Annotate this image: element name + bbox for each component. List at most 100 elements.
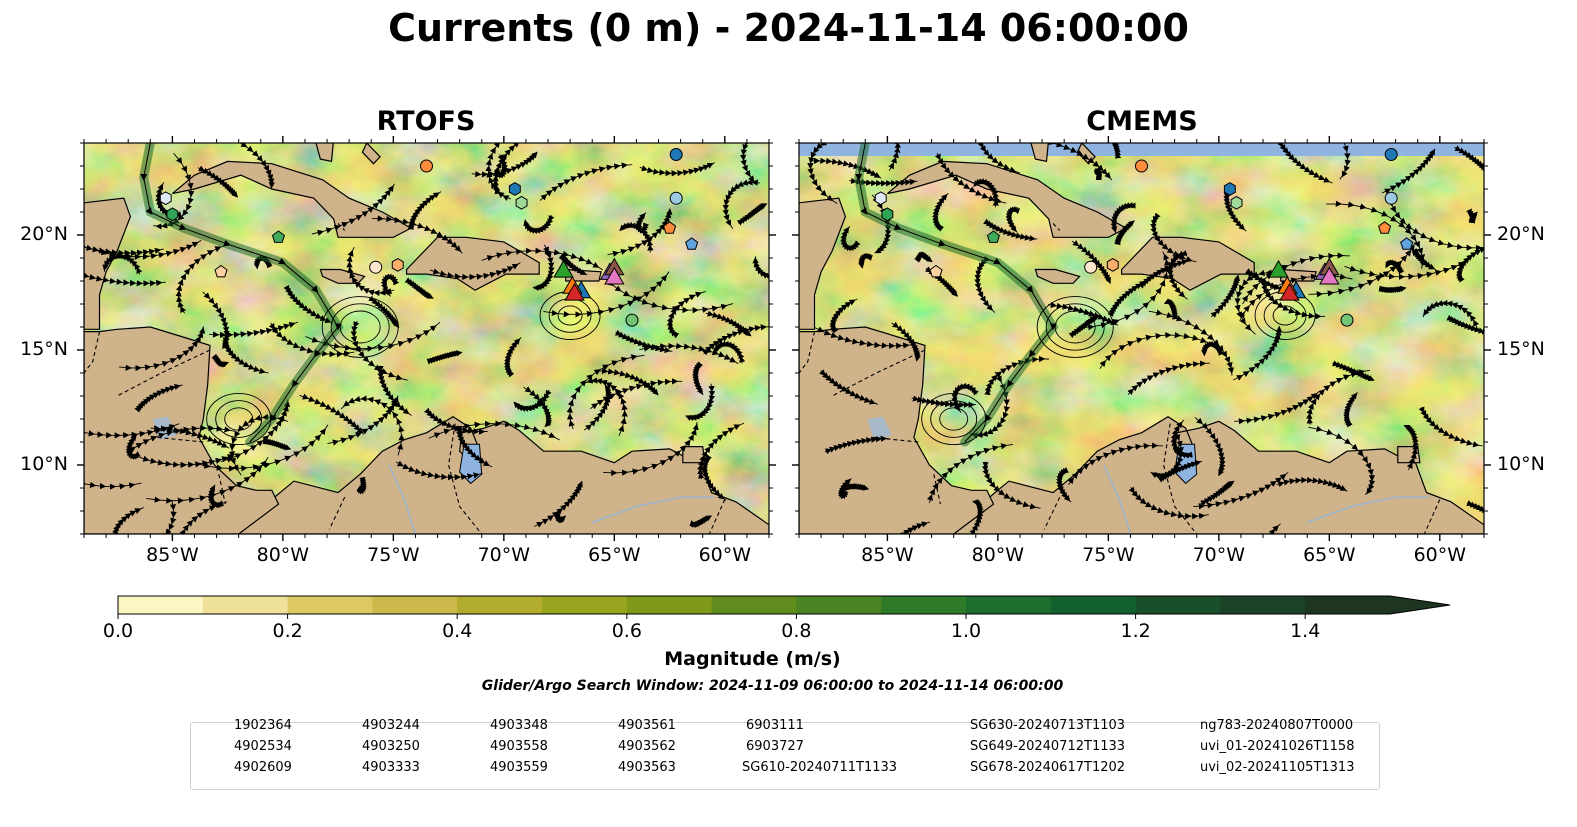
streamline bbox=[1200, 480, 1235, 507]
observation-markers bbox=[874, 148, 1414, 327]
colorbar-segment bbox=[287, 596, 373, 614]
map-frame-rtofs bbox=[83, 142, 770, 535]
streamline bbox=[1466, 208, 1478, 224]
streamline bbox=[639, 162, 715, 177]
colorbar-tick-label: 0.8 bbox=[781, 620, 812, 642]
panel-title-cmems: CMEMS bbox=[1086, 106, 1198, 137]
colorbar-segment bbox=[118, 596, 204, 614]
land-trinidad bbox=[1397, 446, 1421, 464]
streamline bbox=[888, 521, 931, 534]
tick-label: 85°W bbox=[146, 544, 199, 566]
streamline bbox=[969, 499, 984, 534]
streamline bbox=[855, 143, 1057, 443]
eddy-streamline bbox=[330, 303, 390, 351]
colorbar-outline bbox=[117, 595, 1451, 615]
observation-markers bbox=[159, 148, 699, 327]
colorbar-segment bbox=[966, 596, 1052, 614]
colorbar-segment bbox=[1050, 596, 1137, 614]
eddy-streamline bbox=[939, 407, 969, 431]
streamline bbox=[532, 244, 555, 291]
legend-label: 6903727 bbox=[746, 739, 804, 754]
streamline bbox=[1067, 442, 1164, 486]
streamline bbox=[1093, 167, 1103, 181]
legend: 1902364 4902534 4902609 4903244 4903250 49033… bbox=[190, 718, 1380, 790]
streamline bbox=[752, 256, 769, 280]
river bbox=[591, 496, 714, 524]
streamline bbox=[1128, 486, 1209, 520]
figure-title: Currents (0 m) - 2024-11-14 06:00:00 bbox=[388, 6, 1189, 50]
eddy-streamline bbox=[930, 400, 978, 438]
legend-label: 4903244 bbox=[362, 718, 420, 733]
streamline bbox=[174, 501, 227, 534]
legend-label: 4903558 bbox=[490, 739, 548, 754]
legend-label: 4903250 bbox=[362, 739, 420, 754]
country-border bbox=[1163, 423, 1198, 534]
streamline bbox=[829, 298, 858, 334]
colorbar-tick-label: 0.6 bbox=[611, 620, 642, 642]
tick-label: 85°W bbox=[861, 544, 914, 566]
obs-marker bbox=[669, 148, 683, 161]
streamline bbox=[713, 340, 746, 364]
obs-marker bbox=[1135, 159, 1148, 173]
eddy-streamline bbox=[215, 400, 263, 438]
obs-marker bbox=[1106, 258, 1119, 272]
obs-marker bbox=[391, 258, 404, 272]
tick-label: 10°N bbox=[1497, 453, 1545, 475]
obs-marker bbox=[553, 259, 574, 278]
legend-label: SG630-20240713T1103 bbox=[970, 718, 1126, 733]
colorbar-segment bbox=[1135, 596, 1221, 614]
axis-ticks bbox=[77, 136, 1491, 541]
eddy-streamline bbox=[1036, 296, 1114, 358]
country-border bbox=[799, 331, 816, 374]
obs-marker bbox=[515, 195, 528, 210]
obs-marker bbox=[1384, 191, 1398, 205]
legend-label: 4903563 bbox=[618, 760, 676, 775]
obs-marker bbox=[685, 237, 699, 250]
streamline bbox=[1403, 424, 1419, 471]
colorbar bbox=[117, 595, 1451, 619]
eddy-streamline bbox=[557, 305, 583, 326]
streamline bbox=[926, 443, 1013, 504]
streamline bbox=[1257, 523, 1281, 534]
tick-label: 70°W bbox=[477, 544, 531, 566]
streamline bbox=[1056, 467, 1072, 503]
streamline bbox=[807, 143, 838, 204]
obs-marker bbox=[874, 191, 887, 206]
colorbar-extend-arrow bbox=[1390, 596, 1450, 614]
legend-label: SG649-20240712T1133 bbox=[970, 739, 1126, 754]
colorbar-segment bbox=[372, 596, 458, 614]
streamline bbox=[614, 329, 673, 354]
obs-marker bbox=[214, 264, 228, 278]
legend-label: 1902364 bbox=[234, 718, 292, 733]
streamline bbox=[346, 247, 395, 297]
streamline bbox=[126, 424, 236, 454]
colorbar-segment bbox=[457, 596, 543, 614]
streamline bbox=[1483, 431, 1484, 450]
streamline bbox=[523, 215, 555, 234]
obs-marker bbox=[166, 207, 179, 222]
streamline bbox=[740, 143, 769, 185]
river bbox=[388, 464, 417, 534]
streamline bbox=[598, 367, 659, 396]
streamline bbox=[635, 212, 650, 234]
lake-nicaragua bbox=[867, 416, 892, 440]
legend-label: 4902609 bbox=[234, 760, 292, 775]
streamline bbox=[705, 310, 752, 337]
obs-marker bbox=[604, 266, 625, 285]
obs-marker bbox=[986, 230, 1000, 243]
eddy-streamline bbox=[1272, 305, 1298, 326]
obs-marker bbox=[1384, 148, 1398, 161]
tick-label: 75°W bbox=[1082, 544, 1135, 566]
colorbar-segment bbox=[881, 596, 967, 614]
streamline bbox=[824, 435, 889, 455]
streamline bbox=[1381, 148, 1436, 195]
obs-marker bbox=[1084, 260, 1098, 274]
streamline bbox=[626, 124, 710, 140]
obs-marker bbox=[1268, 259, 1289, 278]
colorbar-tick-label: 1.4 bbox=[1290, 620, 1321, 642]
streamline bbox=[404, 277, 434, 299]
streamline bbox=[429, 262, 521, 281]
streamline bbox=[1071, 240, 1111, 284]
tick-label: 60°W bbox=[698, 544, 752, 566]
colorbar-tick-label: 0.4 bbox=[442, 620, 473, 642]
